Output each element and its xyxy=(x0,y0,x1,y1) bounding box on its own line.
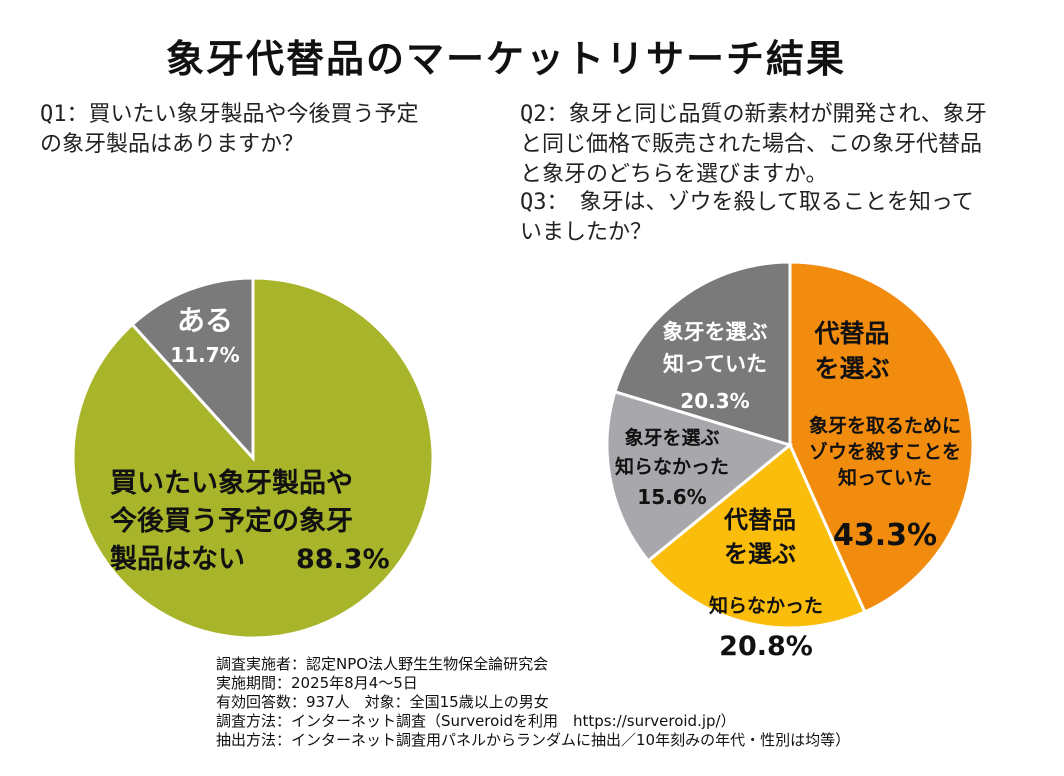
q2-pie-slice-3-label: 知っていた xyxy=(663,352,767,376)
question-2-line: と同じ価格で販売された場合、この象牙代替品 xyxy=(520,132,983,157)
footer-line: 調査実施者：認定NPO法人野生生物保全論研究会 xyxy=(216,655,549,673)
q2-pie-slice-0-pct: 43.3% xyxy=(833,518,937,553)
q2-pie-slice-0-sublabel: 知っていた xyxy=(838,466,932,489)
question-1-line: Q1：買いたい象牙製品や今後買う予定 xyxy=(40,102,419,127)
footer-line: 有効回答数：937人 対象：全国15歳以上の男女 xyxy=(216,693,549,711)
q2-pie-slice-1-sublabel: 知らなかった xyxy=(709,594,823,617)
q1-pie-slice-0-label: 製品はない xyxy=(110,544,245,575)
footer-line: 調査方法：インターネット調査（Surveroidを利用 https://surv… xyxy=(216,712,736,730)
q2-pie-slice-1-label: 代替品 xyxy=(723,506,796,534)
question-3: Q3： 象牙は、ゾウを殺して取ることを知って いましたか？ xyxy=(520,188,1040,248)
q1-pie-slice-0-label: 買いたい象牙製品や xyxy=(110,467,353,499)
q2-pie-slice-3-pct: 20.3% xyxy=(680,389,749,413)
q2-pie-slice-2-label: 知らなかった xyxy=(615,455,729,478)
q2-pie-slice-1-pct: 20.8% xyxy=(719,631,813,662)
q1-pie-slice-0-pct: 88.3% xyxy=(296,544,390,575)
q2-pie-slice-2 xyxy=(605,389,794,563)
q1-pie-slice-0-label: 今後買う予定の象牙 xyxy=(110,505,353,537)
q2-pie-slice-0-label: 代替品 xyxy=(813,319,889,348)
footer-line: 抽出方法：インターネット調査用パネルからランダムに抽出／10年刻みの年代・性別は… xyxy=(216,731,851,749)
q2-pie-slice-3 xyxy=(613,260,792,448)
question-2: Q2：象牙と同じ品質の新素材が開発され、象牙 と同じ価格で販売された場合、この象… xyxy=(520,100,1040,190)
q2-pie-slice-0-label: を選ぶ xyxy=(814,354,889,383)
q1-pie-slice-1-label: ある xyxy=(177,304,233,337)
q1-pie-slice-1-pct: 11.7% xyxy=(170,343,239,367)
question-3-line: いましたか？ xyxy=(520,220,653,245)
q2-pie-slice-3-label: 象牙を選ぶ xyxy=(663,320,768,344)
footer-line: 実施期間：2025年8月4～5日 xyxy=(216,674,418,692)
q2-pie-slice-2-pct: 15.6% xyxy=(637,485,706,509)
question-2-line: と象牙のどちらを選びますか。 xyxy=(520,162,828,187)
question-2-line: Q2：象牙と同じ品質の新素材が開発され、象牙 xyxy=(520,102,987,127)
question-1: Q1：買いたい象牙製品や今後買う予定 の象牙製品はありますか？ xyxy=(40,100,490,160)
question-3-line: Q3： 象牙は、ゾウを殺して取ることを知って xyxy=(520,190,974,215)
q2-pie-slice-0 xyxy=(788,260,975,615)
q2-pie-slice-0-sublabel: ゾウを殺すことを xyxy=(809,440,961,463)
survey-footer: 調査実施者：認定NPO法人野生生物保全論研究会 実施期間：2025年8月4～5日… xyxy=(216,655,850,750)
question-1-line: の象牙製品はありますか？ xyxy=(40,132,305,157)
q2-pie-slice-2-label: 象牙を選ぶ xyxy=(624,426,719,449)
q2-pie-slice-0-sublabel: 象牙を取るために xyxy=(809,414,961,437)
q1-pie-slice-1 xyxy=(130,276,255,462)
q2-pie-slice-1 xyxy=(646,442,867,630)
page-title: 象牙代替品のマーケットリサーチ結果 xyxy=(165,37,846,81)
q2-pie-slice-1-label: を選ぶ xyxy=(724,540,796,568)
